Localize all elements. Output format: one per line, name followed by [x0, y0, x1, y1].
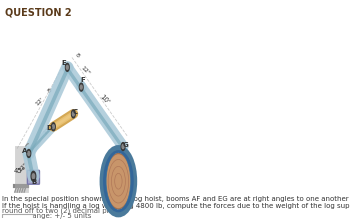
Text: D: D — [47, 125, 52, 131]
Circle shape — [122, 145, 124, 149]
Text: 12": 12" — [79, 65, 91, 76]
Circle shape — [121, 143, 125, 150]
Text: 8: 8 — [75, 52, 80, 59]
Circle shape — [66, 65, 68, 69]
Text: QUESTION 2: QUESTION 2 — [5, 8, 71, 18]
Text: A: A — [22, 148, 28, 154]
Text: 10': 10' — [98, 93, 111, 105]
Circle shape — [72, 112, 74, 116]
Text: 45°: 45° — [13, 168, 26, 174]
Text: 12": 12" — [42, 125, 54, 136]
Text: In the special position shown for the log hoist, booms AF and EG are at right an: In the special position shown for the lo… — [2, 196, 350, 209]
Circle shape — [51, 123, 55, 131]
Text: C: C — [73, 109, 78, 115]
Circle shape — [65, 63, 69, 71]
Text: F: F — [80, 77, 85, 83]
Text: B: B — [32, 179, 37, 185]
Text: 12": 12" — [18, 161, 29, 172]
Text: G: G — [123, 141, 129, 148]
Circle shape — [79, 83, 83, 91]
Circle shape — [105, 154, 131, 209]
Text: answer range: +/- 5 units: answer range: +/- 5 units — [2, 213, 92, 219]
Circle shape — [80, 85, 82, 89]
Circle shape — [27, 150, 31, 158]
Text: E: E — [61, 60, 66, 66]
FancyBboxPatch shape — [27, 170, 40, 184]
FancyBboxPatch shape — [2, 214, 33, 220]
Text: 8: 8 — [47, 87, 54, 94]
Circle shape — [71, 110, 75, 118]
Circle shape — [52, 125, 54, 129]
Circle shape — [28, 152, 30, 156]
Text: round off to two (2) decimal places: round off to two (2) decimal places — [2, 208, 125, 214]
Text: 12': 12' — [35, 96, 45, 106]
Circle shape — [32, 174, 35, 179]
Circle shape — [31, 171, 36, 181]
